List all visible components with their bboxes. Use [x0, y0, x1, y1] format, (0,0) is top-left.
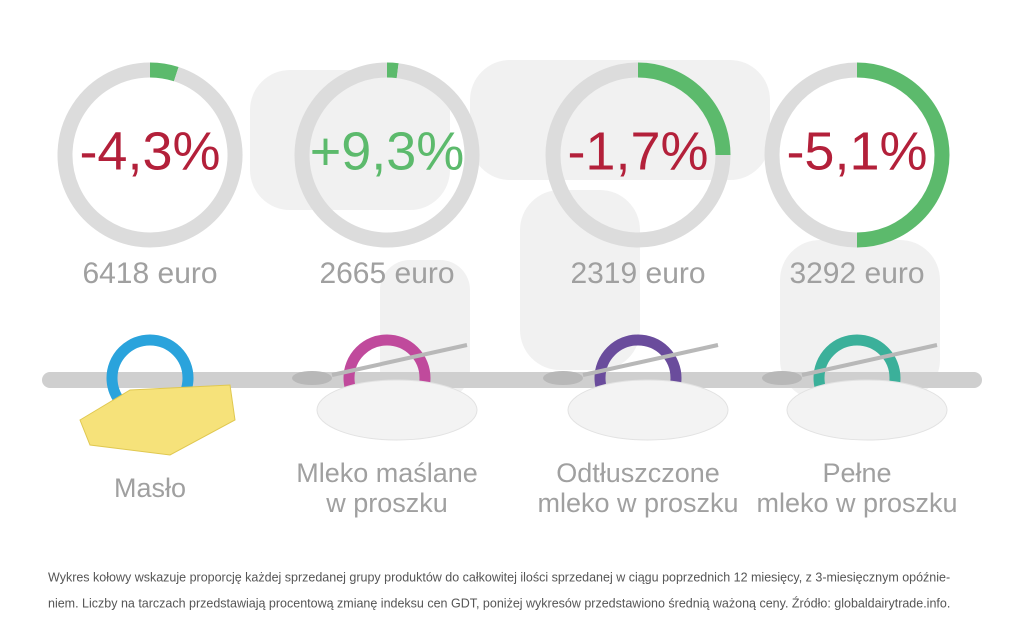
product-name: Pełne — [822, 458, 891, 488]
product-name: mleko w proszku — [756, 488, 957, 518]
spoon — [762, 371, 802, 385]
powder — [567, 379, 729, 441]
footnote: Wykres kołowy wskazuje proporcję każdej … — [48, 570, 950, 584]
donut-segment — [637, 62, 731, 156]
price-label: 2319 euro — [570, 257, 705, 290]
divider-bar — [42, 372, 982, 388]
spoon-handle — [331, 343, 468, 377]
spoon — [292, 371, 332, 385]
donut-segment — [764, 62, 858, 248]
change-label: -5,1% — [786, 121, 927, 181]
price-label: 6418 euro — [82, 257, 217, 290]
change-label: +9,3% — [310, 121, 465, 181]
product-name: mleko w proszku — [537, 488, 738, 518]
spoon — [543, 371, 583, 385]
butter — [79, 384, 236, 456]
powder — [786, 379, 948, 441]
price-label: 2665 euro — [319, 257, 454, 290]
donut-segment — [149, 62, 179, 82]
product-name: Odtłuszczone — [556, 458, 720, 488]
change-label: -4,3% — [79, 121, 220, 181]
donut-segment — [57, 62, 243, 248]
footnote: niem. Liczby na tarczach przedstawiają p… — [48, 595, 950, 610]
change-label: -1,7% — [567, 121, 708, 181]
donut-segment — [386, 62, 399, 79]
product-name: w proszku — [325, 488, 448, 518]
donut-segment — [545, 62, 731, 248]
spoon-handle — [801, 343, 938, 377]
powder — [316, 379, 478, 441]
donut-segment — [856, 62, 950, 248]
price-label: 3292 euro — [789, 257, 924, 290]
product-name: Mleko maślane — [296, 458, 478, 488]
product-name: Masło — [114, 473, 186, 503]
spoon-handle — [582, 343, 719, 377]
donut-segment — [294, 62, 480, 248]
